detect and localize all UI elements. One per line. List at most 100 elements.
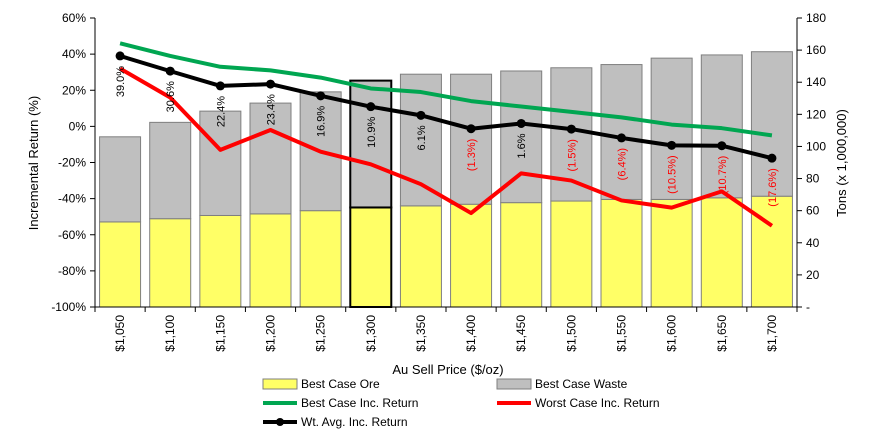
- y-tick-label: -100%: [51, 300, 86, 314]
- x-tick-label: $1,600: [665, 315, 679, 352]
- legend-swatch: [262, 378, 298, 390]
- data-label-layer: 39.0% 30.6% 22.4% 23.4% 16.9% 10.9% 6.1% (1.3%)…: [115, 66, 779, 207]
- bar-best-case-ore: [399, 205, 442, 308]
- bar-best-case-waste: [199, 110, 242, 216]
- x-tick-label: $1,250: [314, 315, 328, 352]
- data-label: 30.6%: [165, 81, 177, 112]
- y2-tick-label: 140: [806, 75, 826, 89]
- series-point: [767, 153, 777, 163]
- series-point: [366, 102, 376, 112]
- x-tick-label: $1,300: [364, 315, 378, 352]
- legend-label: Best Case Waste: [535, 377, 628, 391]
- series-point: [165, 66, 175, 76]
- data-label: 39.0%: [115, 66, 127, 97]
- legend-swatch: [496, 378, 532, 390]
- y-tick-label: -20%: [58, 156, 86, 170]
- bar-best-case-ore: [500, 202, 543, 308]
- bar-best-case-ore: [299, 210, 342, 308]
- bar-best-case-ore: [450, 203, 493, 308]
- data-label: (17.6%): [767, 168, 779, 207]
- y2-tick-label: 100: [806, 139, 826, 153]
- data-label: 6.1%: [416, 125, 428, 150]
- bar-best-case-waste: [450, 73, 493, 205]
- x-tick-label: $1,400: [464, 315, 478, 352]
- data-label: 23.4%: [266, 94, 278, 125]
- data-label: (1.3%): [466, 139, 478, 171]
- y-tick-label: 60%: [62, 11, 86, 25]
- series-point: [466, 124, 476, 134]
- series-point: [667, 140, 677, 150]
- x-tick-label: $1,050: [113, 315, 127, 352]
- y-tick-label: -60%: [58, 228, 86, 242]
- bar-best-case-ore: [199, 214, 242, 308]
- bar-best-case-waste: [99, 136, 142, 223]
- bar-best-case-waste: [750, 51, 793, 197]
- x-tick-label: $1,650: [715, 315, 729, 352]
- y-tick-label: -40%: [58, 192, 86, 206]
- series-line-2: [119, 54, 773, 161]
- line-layer: [115, 41, 777, 228]
- bar-layer: [99, 51, 793, 308]
- y-tick-label: -80%: [58, 264, 86, 278]
- x-tick-label: $1,450: [514, 315, 528, 352]
- x-tick-label: $1,100: [163, 315, 177, 352]
- x-tick-label: $1,200: [264, 315, 278, 352]
- legend-label: Wt. Avg. Inc. Return: [301, 415, 408, 429]
- data-label: (10.7%): [717, 156, 729, 195]
- series-point: [617, 133, 626, 143]
- data-label: (10.5%): [667, 155, 679, 194]
- bar-best-case-waste: [650, 57, 693, 200]
- y-tick-label: 40%: [62, 47, 86, 61]
- x-tick-label: $1,350: [414, 315, 428, 352]
- y-tick-label: 20%: [62, 83, 86, 97]
- y2-tick-label: 40: [806, 236, 820, 250]
- x-tick-label: $1,500: [564, 315, 578, 352]
- data-label: 1.6%: [516, 133, 528, 158]
- y2-tick-label: 180: [806, 11, 826, 25]
- bar-best-case-waste: [149, 121, 192, 220]
- bar-best-case-ore: [750, 195, 793, 308]
- series-point: [266, 79, 275, 89]
- bar-best-case-waste: [500, 70, 543, 204]
- bar-best-case-waste: [249, 102, 292, 215]
- series-point: [516, 118, 526, 128]
- legend-marker: [276, 418, 284, 426]
- y-tick-label: 0%: [69, 119, 87, 133]
- series-line-0: [119, 41, 773, 138]
- legend-label: Best Case Inc. Return: [301, 396, 418, 410]
- bar-best-case-ore: [550, 200, 593, 308]
- series-point: [566, 124, 576, 134]
- y2-tick-label: 120: [806, 107, 826, 121]
- data-label: 22.4%: [215, 96, 227, 127]
- series-point: [416, 110, 426, 120]
- series-point: [215, 81, 225, 91]
- series-point: [316, 91, 326, 101]
- y-axis-title: Incremental Return (%): [26, 96, 41, 230]
- series-point: [115, 51, 125, 61]
- y2-tick-label: 60: [806, 204, 820, 218]
- bar-best-case-ore: [99, 221, 142, 308]
- x-tick-label: $1,150: [213, 315, 227, 352]
- bar-best-case-ore: [349, 206, 393, 308]
- y2-tick-label: -: [806, 300, 810, 314]
- x-tick-label: $1,700: [765, 315, 779, 352]
- bar-best-case-ore: [700, 197, 743, 308]
- x-tick-label: $1,550: [615, 315, 629, 352]
- bar-best-case-ore: [149, 218, 192, 308]
- data-label: 16.9%: [316, 106, 328, 137]
- data-label: (6.4%): [617, 148, 629, 180]
- bar-best-case-ore: [650, 198, 693, 308]
- x-axis-title: Au Sell Price ($/oz): [392, 362, 503, 377]
- legend-label: Best Case Ore: [301, 377, 380, 391]
- y2-axis-title: Tons (x 1,000,000): [834, 109, 849, 217]
- y2-tick-label: 80: [806, 172, 820, 186]
- y2-tick-label: 20: [806, 268, 820, 282]
- axes: 60% 40% 20% 0% -20% -40% -60% -80% -100% 180 160 14…: [51, 11, 826, 352]
- y2-tick-label: 160: [806, 43, 826, 57]
- bar-best-case-ore: [249, 213, 292, 308]
- series-line-1: [119, 66, 774, 228]
- series-point: [717, 141, 727, 151]
- legend: Best Case Ore Best Case Waste Best Case In…: [262, 377, 660, 429]
- legend-label: Worst Case Inc. Return: [535, 396, 660, 410]
